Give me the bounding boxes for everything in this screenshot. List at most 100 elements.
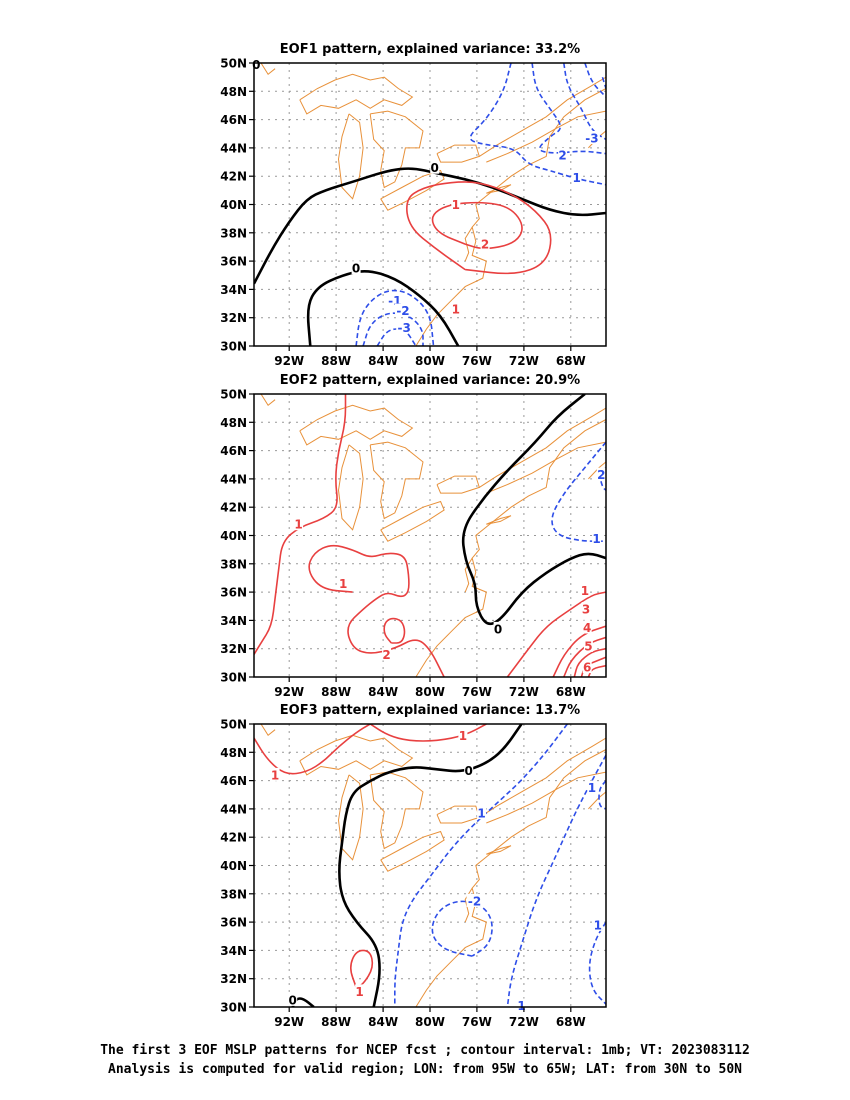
lat-tick-label: 42N xyxy=(220,831,247,845)
lat-tick-label: 32N xyxy=(220,642,247,656)
lon-tick-label: 92W xyxy=(274,685,304,699)
contour-label: 3 xyxy=(582,603,590,617)
lat-tick-label: 30N xyxy=(220,671,247,685)
contour-label-bg xyxy=(466,893,483,907)
grid-lines xyxy=(254,394,606,677)
contour-label: 1 xyxy=(477,807,485,821)
contour-label-bg xyxy=(451,197,461,211)
coastline xyxy=(380,830,445,872)
contour-label: 5 xyxy=(584,639,592,653)
contour-label: -3 xyxy=(398,321,411,335)
lat-tick-label: 30N xyxy=(220,340,247,354)
contour-label: 0 xyxy=(252,58,260,72)
contour-label: 1 xyxy=(294,518,302,532)
coastline xyxy=(479,737,606,818)
coastline xyxy=(260,724,276,737)
lon-tick-label: 80W xyxy=(415,354,445,368)
zero-contour xyxy=(338,724,523,1007)
panel-title: EOF3 pattern, explained variance: 13.7% xyxy=(280,703,580,718)
coastline xyxy=(369,771,424,850)
lon-tick-label: 88W xyxy=(321,354,351,368)
contour-label-bg xyxy=(592,531,602,545)
lon-tick-label: 92W xyxy=(274,1015,304,1029)
positive-contour xyxy=(506,591,606,677)
contour-label-bg xyxy=(582,620,592,634)
contour-label-bg xyxy=(517,998,526,1012)
coastline xyxy=(486,441,606,494)
lat-tick-label: 44N xyxy=(220,141,247,155)
lon-tick-label: 68W xyxy=(556,354,586,368)
coastline xyxy=(588,461,606,480)
contour-label: 6 xyxy=(583,661,591,675)
contour-label-bg xyxy=(587,780,597,794)
positive-contour xyxy=(383,617,406,644)
contour-label: 1 xyxy=(517,999,525,1013)
negative-contour xyxy=(469,63,606,186)
contour-label: 1 xyxy=(594,918,602,932)
lat-tick-label: 50N xyxy=(220,388,247,402)
contour-label-bg xyxy=(464,763,474,777)
lat-tick-label: 36N xyxy=(220,916,247,930)
coastline xyxy=(299,73,414,115)
contour-label-bg xyxy=(583,131,600,144)
coastlines xyxy=(260,724,606,1007)
lat-tick-label: 46N xyxy=(220,113,247,127)
footer-line-2: Analysis is computed for valid region; L… xyxy=(108,1062,742,1077)
positive-contour xyxy=(406,181,552,275)
positive-contour xyxy=(573,647,606,677)
negative-contour xyxy=(588,921,606,1005)
coastline xyxy=(369,441,424,520)
contour-lines xyxy=(254,63,606,346)
contour-label: 0 xyxy=(465,764,473,778)
contour-label-bg xyxy=(251,57,261,71)
negative-contour xyxy=(584,63,606,98)
lat-tick-label: 34N xyxy=(220,614,247,628)
contour-label-bg xyxy=(338,576,348,590)
contour-label: 0 xyxy=(431,161,439,175)
lon-tick-label: 92W xyxy=(274,354,304,368)
lat-tick-label: 34N xyxy=(220,944,247,958)
contour-label-bg xyxy=(351,261,361,275)
lat-tick-label: 44N xyxy=(220,802,247,816)
coastline xyxy=(415,88,606,346)
zero-contour xyxy=(461,394,606,626)
negative-contour xyxy=(598,780,606,810)
lon-tick-label: 80W xyxy=(415,1015,445,1029)
grid-lines xyxy=(254,724,606,1007)
contour-label-bg xyxy=(430,160,440,174)
negative-contour xyxy=(506,754,606,1007)
coastline xyxy=(486,515,512,525)
lat-tick-label: 36N xyxy=(220,255,247,269)
coastlines xyxy=(260,394,606,677)
lat-tick-label: 44N xyxy=(220,472,247,486)
contour-label: 1 xyxy=(271,768,279,782)
contour-label-bg xyxy=(480,237,490,251)
coastline xyxy=(369,110,424,189)
coastline xyxy=(299,734,414,776)
contour-label-bg xyxy=(596,467,606,481)
footer-line-1: The first 3 EOF MSLP patterns for NCEP f… xyxy=(100,1043,750,1058)
lat-tick-label: 42N xyxy=(220,170,247,184)
zero-contour xyxy=(254,167,606,285)
lat-tick-label: 40N xyxy=(220,198,247,212)
contour-label-bg xyxy=(270,767,280,781)
lat-tick-label: 40N xyxy=(220,859,247,873)
lat-tick-label: 38N xyxy=(220,887,247,901)
contour-label-bg xyxy=(572,170,582,184)
eof-panel-3: EOF3 pattern, explained variance: 13.7% 0… xyxy=(220,703,607,1029)
positive-contour xyxy=(350,949,374,988)
contour-label: 1 xyxy=(355,985,363,999)
coastline xyxy=(380,500,445,542)
contour-label-bg xyxy=(580,583,590,597)
lon-tick-label: 76W xyxy=(462,1015,492,1029)
contour-label: 1 xyxy=(459,729,467,743)
contour-label: 1 xyxy=(581,584,589,598)
contour-label: 1 xyxy=(452,303,460,317)
negative-contour xyxy=(563,63,606,141)
positive-contour xyxy=(369,724,487,742)
contour-label-bg xyxy=(581,602,591,616)
contour-label: 2 xyxy=(558,149,566,163)
lat-tick-label: 32N xyxy=(220,311,247,325)
contour-label-bg xyxy=(477,806,487,820)
lat-tick-label: 38N xyxy=(220,226,247,240)
